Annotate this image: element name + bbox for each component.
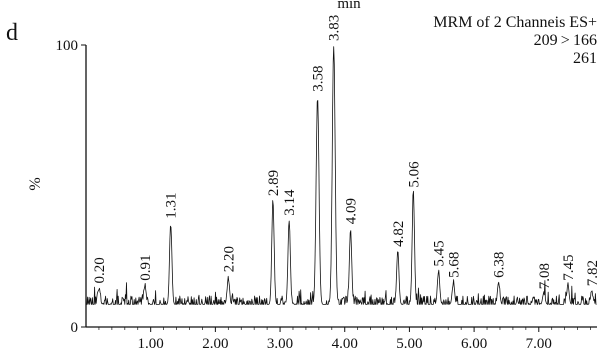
peak-label: 3.58 bbox=[311, 66, 327, 92]
peak-label: 3.83 bbox=[327, 15, 343, 41]
peak-label: 3.14 bbox=[282, 189, 298, 216]
x-tick-label: 6.00 bbox=[461, 336, 487, 352]
axes bbox=[85, 45, 597, 328]
header-line-2: 209 > 166 bbox=[534, 32, 597, 49]
header-line-1: MRM of 2 Channeis ES+ bbox=[433, 14, 597, 31]
chromatogram-trace bbox=[86, 46, 597, 305]
ticks: 1.00 2.00 3.00 4.00 5.00 6.00 7.00 0 100 bbox=[56, 38, 591, 352]
peak-label: 4.09 bbox=[344, 198, 360, 224]
peak-label: 0.20 bbox=[92, 257, 108, 283]
peak-label: 5.06 bbox=[406, 161, 422, 188]
peak-label: 1.31 bbox=[164, 192, 180, 218]
peak-label: 5.68 bbox=[446, 252, 462, 278]
peak-label: 6.38 bbox=[492, 252, 508, 278]
header-unit: min bbox=[337, 0, 361, 12]
peak-label: 5.45 bbox=[432, 240, 448, 266]
x-tick-label: 3.00 bbox=[267, 336, 293, 352]
x-tick-label: 5.00 bbox=[396, 336, 422, 352]
peak-label: 2.20 bbox=[221, 246, 237, 272]
peak-label: 7.45 bbox=[561, 254, 577, 280]
x-tick-label: 4.00 bbox=[332, 336, 358, 352]
y-axis-label: % bbox=[27, 177, 44, 190]
header-line-3: 261 bbox=[573, 50, 597, 67]
x-tick-label: 2.00 bbox=[202, 336, 228, 352]
peak-label: 0.91 bbox=[138, 254, 154, 280]
peak-label: 7.08 bbox=[537, 263, 553, 289]
peak-label: 2.89 bbox=[266, 170, 282, 196]
y-tick-label: 100 bbox=[56, 38, 79, 54]
peak-label: 4.82 bbox=[391, 221, 407, 247]
peak-labels: 0.20 0.91 1.31 2.20 2.893.14 3.58 3.83 4.09 4.82… bbox=[92, 15, 601, 289]
x-tick-label: 1.00 bbox=[138, 336, 164, 352]
x-tick-label: 7.00 bbox=[526, 336, 552, 352]
peak-label: 7.82 bbox=[585, 260, 601, 286]
panel-label: d bbox=[6, 20, 18, 46]
y-tick-label: 0 bbox=[71, 320, 79, 336]
